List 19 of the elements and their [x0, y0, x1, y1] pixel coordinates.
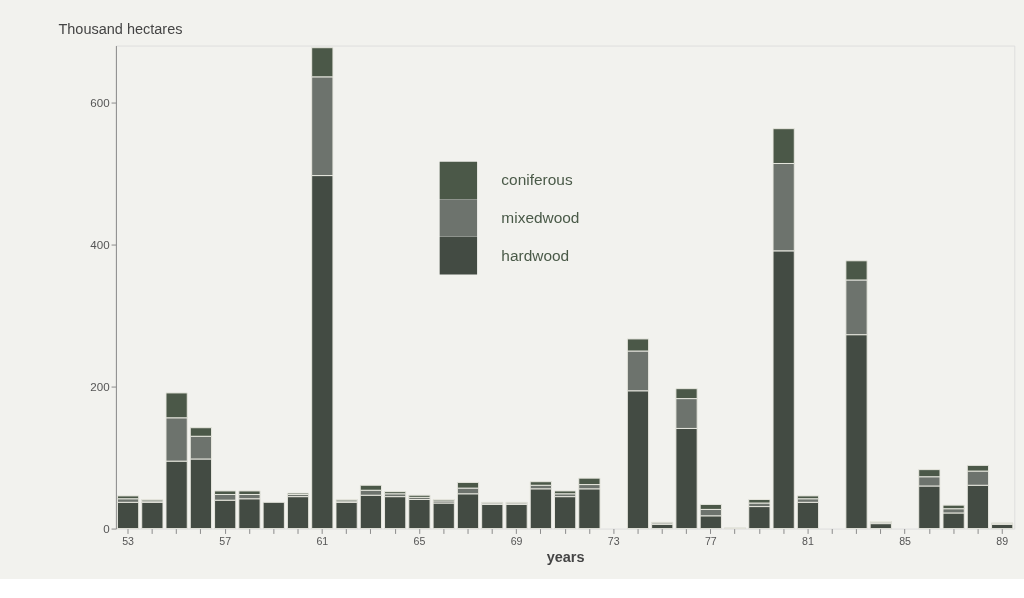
- y-tick-label: 600: [90, 96, 110, 109]
- legend-label: coniferous: [501, 171, 573, 189]
- x-axis-title: years: [546, 548, 585, 565]
- y-tick-label: 0: [103, 522, 110, 535]
- x-tick-label: 89: [996, 534, 1009, 547]
- x-tick-label: 69: [510, 534, 523, 547]
- x-tick-label: 65: [413, 534, 426, 547]
- x-tick-label: 77: [704, 534, 717, 547]
- x-tick-label: 81: [802, 534, 814, 547]
- legend-label: mixedwood: [501, 208, 580, 226]
- y-axis-title: Thousand hectares: [58, 20, 183, 37]
- x-tick-label: 73: [607, 534, 620, 547]
- x-tick-label: 53: [122, 534, 135, 547]
- legend-label: hardwood: [501, 246, 570, 264]
- y-tick-label: 200: [90, 380, 110, 393]
- x-tick-label: 57: [219, 534, 232, 547]
- x-tick-label: 85: [899, 534, 912, 547]
- y-tick-label: 400: [90, 238, 110, 251]
- x-tick-label: 61: [316, 534, 329, 547]
